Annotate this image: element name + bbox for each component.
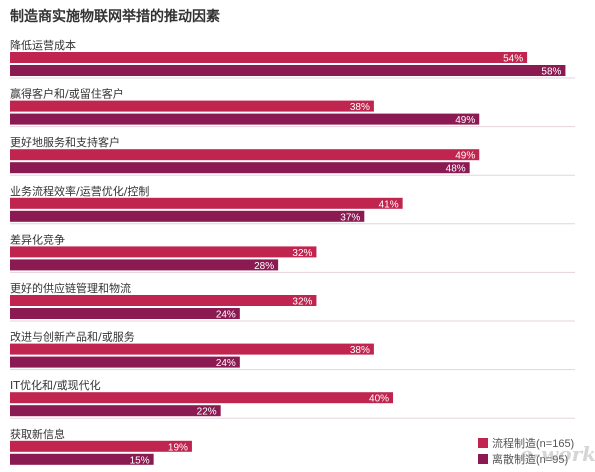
data-label-discrete: 24%: [216, 310, 236, 321]
legend-swatch-process: [478, 438, 488, 448]
bar-discrete: [10, 405, 221, 417]
category-label: 更好的供应链管理和物流: [10, 281, 131, 295]
data-label-process: 40%: [369, 394, 389, 405]
bar-process: [10, 440, 192, 452]
legend-label-discrete: 离散制造(n=95): [492, 454, 569, 466]
data-label-discrete: 49%: [455, 115, 475, 126]
bar-discrete: [10, 162, 470, 174]
bar-discrete: [10, 356, 240, 368]
watermark-logo: e-works: [520, 442, 595, 466]
data-label-discrete: 22%: [197, 407, 217, 418]
chart-legend: 流程制造(n=165) 离散制造(n=95): [478, 435, 574, 467]
data-label-process: 49%: [455, 151, 475, 162]
chart-title: 制造商实施物联网举措的推动因素: [10, 9, 220, 25]
legend-label-process: 流程制造(n=165): [492, 438, 575, 450]
data-label-process: 38%: [350, 345, 370, 356]
data-label-discrete: 24%: [216, 358, 236, 369]
bar-discrete: [10, 308, 240, 319]
data-label-discrete: 58%: [541, 67, 561, 78]
bar-discrete: [10, 65, 566, 76]
data-label-process: 32%: [292, 248, 312, 259]
data-label-process: 32%: [292, 297, 312, 308]
bar-discrete: [10, 453, 154, 465]
bar-process: [10, 246, 317, 258]
bar-discrete: [10, 259, 279, 271]
data-label-discrete: 48%: [446, 164, 466, 175]
bar-discrete: [10, 113, 480, 125]
category-label: 差异化竞争: [10, 232, 65, 246]
data-label-process: 38%: [350, 102, 370, 113]
category-label: 降低运营成本: [10, 38, 76, 52]
data-label-discrete: 28%: [254, 261, 274, 272]
data-label-discrete: 37%: [340, 212, 360, 223]
legend-item-process: 流程制造(n=165): [478, 435, 574, 451]
bar-process: [10, 52, 528, 63]
legend-swatch-discrete: [478, 454, 488, 464]
category-label: 改进与创新产品和/或服务: [10, 330, 135, 344]
category-label: 业务流程效率/运营优化/控制: [10, 184, 149, 198]
category-label: 赢得客户和/或留住客户: [10, 87, 124, 101]
category-label: IT优化和/或现代化: [10, 378, 101, 392]
category-label: 获取新信息: [10, 427, 65, 441]
bar-process: [10, 343, 374, 355]
category-label: 更好地服务和支持客户: [10, 135, 120, 149]
data-label-process: 54%: [503, 54, 523, 65]
data-label-process: 19%: [168, 442, 188, 453]
bar-process: [10, 295, 317, 306]
bar-discrete: [10, 210, 365, 222]
legend-item-discrete: 离散制造(n=95): [478, 451, 574, 467]
data-label-discrete: 15%: [130, 455, 150, 466]
bar-process: [10, 149, 480, 161]
data-label-process: 41%: [379, 199, 399, 210]
bar-process: [10, 197, 403, 209]
bar-process: [10, 100, 374, 112]
bar-process: [10, 392, 394, 404]
